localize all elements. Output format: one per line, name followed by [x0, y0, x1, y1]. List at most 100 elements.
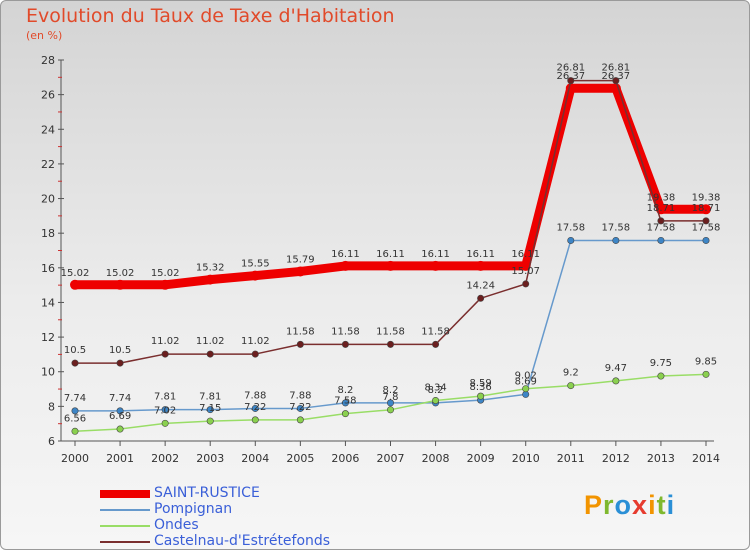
data-label: 15.79	[286, 254, 315, 265]
data-point	[70, 279, 80, 290]
data-label: 16.11	[466, 249, 495, 260]
data-label: 16.11	[331, 249, 360, 260]
data-label: 15.02	[151, 268, 180, 279]
logo-letter: r	[603, 490, 615, 520]
data-label: 14.24	[466, 280, 495, 291]
data-label: 18.71	[692, 203, 721, 214]
data-label: 7.15	[199, 403, 221, 414]
legend-label-castelnau: Castelnau-d'Estrétefonds	[154, 533, 331, 549]
data-label: 8.34	[424, 382, 446, 393]
data-label: 8.59	[470, 378, 492, 389]
data-label: 15.32	[196, 263, 225, 274]
logo-letter: i	[666, 490, 676, 520]
y-tick-label: 16	[41, 262, 55, 275]
data-label: 11.02	[241, 336, 270, 347]
data-label: 6.56	[64, 413, 86, 424]
data-label: 11.58	[331, 326, 360, 337]
data-label: 7.88	[244, 390, 266, 401]
data-label: 8.2	[383, 385, 399, 396]
y-tick-label: 22	[41, 158, 55, 171]
y-tick-label: 12	[41, 331, 55, 344]
data-label: 26.37	[556, 71, 585, 82]
data-point	[160, 279, 171, 290]
data-label: 17.58	[692, 222, 721, 233]
data-point	[296, 416, 304, 424]
data-point	[161, 419, 169, 427]
data-point	[161, 406, 169, 414]
y-tick-label: 8	[48, 400, 55, 413]
data-point	[71, 359, 79, 367]
x-tick-label: 2010	[512, 452, 540, 465]
data-label: 26.81	[602, 63, 631, 74]
data-point	[341, 340, 349, 348]
data-point	[612, 236, 620, 244]
data-point	[341, 399, 349, 407]
data-point	[702, 370, 710, 378]
logo-letter: P	[584, 490, 604, 520]
data-point	[657, 372, 665, 380]
data-label: 7.22	[289, 402, 311, 413]
data-point	[250, 270, 261, 281]
data-point	[701, 204, 711, 215]
x-tick-label: 2007	[377, 452, 405, 465]
data-label: 11.58	[376, 326, 405, 337]
data-label: 19.38	[647, 192, 676, 203]
data-label: 18.71	[647, 203, 676, 214]
y-tick-label: 28	[41, 54, 55, 67]
y-tick-label: 18	[41, 227, 55, 240]
data-point	[205, 274, 216, 285]
data-point	[116, 407, 124, 415]
data-label: 16.11	[421, 249, 450, 260]
x-tick-label: 2011	[557, 452, 585, 465]
logo-letter: x	[632, 490, 649, 520]
data-point	[432, 340, 440, 348]
data-point	[206, 406, 214, 414]
y-tick-label: 26	[41, 89, 55, 102]
data-label: 9.47	[605, 363, 627, 374]
legend-label-ondes: Ondes	[154, 517, 199, 533]
data-label: 7.02	[154, 405, 176, 416]
data-point	[657, 236, 665, 244]
y-tick-label: 20	[41, 193, 55, 206]
data-label: 11.58	[286, 326, 315, 337]
data-label: 9.2	[563, 368, 579, 379]
data-label: 7.88	[289, 390, 311, 401]
data-label: 8.2	[337, 385, 353, 396]
data-point	[386, 406, 394, 414]
data-point	[385, 260, 396, 271]
legend-label-pompignan: Pompignan	[154, 501, 233, 517]
data-point	[161, 350, 169, 358]
data-label: 11.02	[151, 336, 180, 347]
y-tick-label: 24	[41, 123, 55, 136]
y-tick-label: 14	[41, 296, 55, 309]
data-label: 11.02	[196, 336, 225, 347]
data-point	[522, 385, 530, 393]
data-label: 9.85	[695, 356, 717, 367]
data-point	[520, 260, 531, 271]
data-point	[71, 407, 79, 415]
data-label: 8.36	[470, 382, 492, 393]
data-point	[116, 425, 124, 433]
data-label: 7.81	[154, 392, 176, 403]
data-label: 7.74	[109, 393, 131, 404]
data-label: 7.22	[244, 402, 266, 413]
data-label: 15.02	[106, 268, 135, 279]
data-point	[612, 77, 620, 85]
data-label: 17.58	[647, 222, 676, 233]
data-label: 9.75	[650, 358, 672, 369]
x-tick-label: 2009	[467, 452, 495, 465]
data-point	[340, 260, 351, 271]
x-tick-label: 2013	[647, 452, 675, 465]
data-label: 16.11	[511, 249, 540, 260]
data-label: 15.02	[61, 268, 90, 279]
data-point	[71, 427, 79, 435]
data-label: 7.58	[334, 396, 356, 407]
y-tick-label: 6	[48, 435, 55, 448]
data-point	[251, 416, 259, 424]
data-point	[295, 266, 306, 277]
legend-swatch-saint-rustice	[100, 490, 150, 498]
x-tick-label: 2000	[61, 452, 89, 465]
legend-swatch-castelnau	[100, 541, 150, 543]
data-label: 7.81	[199, 392, 221, 403]
